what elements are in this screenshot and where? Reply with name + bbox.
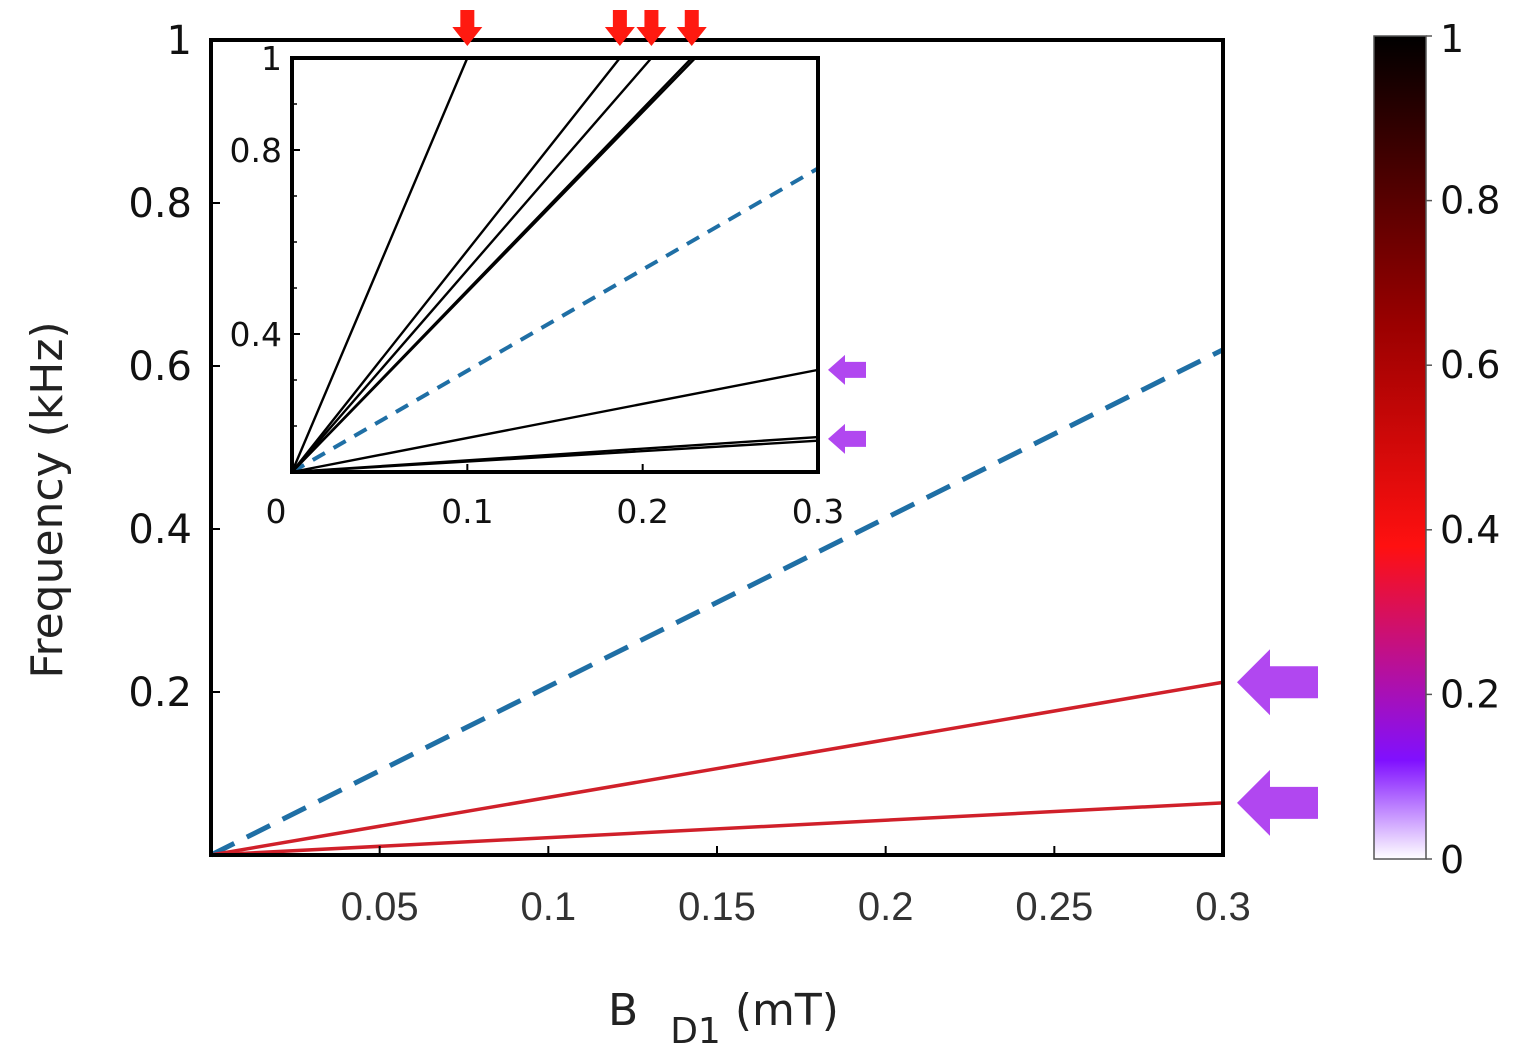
main-x-tick-label: 0.2 bbox=[858, 885, 914, 929]
inset-x-tick-label: 0.3 bbox=[792, 492, 844, 531]
main-y-axis: 0.2 0.4 0.6 0.8 1 bbox=[128, 18, 220, 716]
inset-x-tick-label: 0 bbox=[266, 492, 287, 531]
inset-arrows bbox=[452, 10, 866, 454]
colorbar-ticks: 0 0.2 0.4 0.6 0.8 1 bbox=[1426, 17, 1500, 882]
colorbar-tick-label: 0 bbox=[1440, 838, 1464, 882]
main-series-mode-a bbox=[210, 680, 1224, 857]
y-axis-title: Frequency (kHz) bbox=[22, 321, 73, 678]
inset-x-axis: 0 0.1 0.2 0.3 bbox=[266, 464, 844, 531]
inset-series-reference bbox=[291, 166, 819, 474]
main-y-tick-label: 0.8 bbox=[128, 181, 192, 227]
main-plot: 0.2 0.4 0.6 0.8 1 0.05 0.1 0.15 0.2 0.25 0.3 bbox=[128, 18, 1318, 929]
inset-series-line-6 bbox=[291, 368, 819, 474]
inset-plot-frame bbox=[290, 56, 820, 474]
main-arrow-left bbox=[1237, 649, 1318, 716]
main-x-tick-label: 0.25 bbox=[1015, 885, 1093, 929]
main-series-reference bbox=[209, 347, 1225, 858]
colorbar-tick-label: 1 bbox=[1440, 17, 1464, 61]
main-y-tick-label: 0.6 bbox=[128, 344, 192, 390]
inset-x-tick-label: 0.2 bbox=[616, 492, 668, 531]
colorbar-tick-label: 0.6 bbox=[1440, 343, 1500, 387]
inset-arrow-down bbox=[452, 10, 483, 46]
inset-background bbox=[292, 58, 818, 472]
inset-y-tick-label: 0.4 bbox=[230, 315, 282, 354]
main-y-tick-label: 0.2 bbox=[128, 670, 192, 716]
main-x-axis: 0.05 0.1 0.15 0.2 0.25 0.3 bbox=[341, 846, 1251, 929]
inset-series-line-5 bbox=[291, 57, 697, 473]
inset-x-tick-label: 0.1 bbox=[441, 492, 493, 531]
colorbar-tick-label: 0.2 bbox=[1440, 672, 1500, 716]
inset-arrow-down bbox=[636, 10, 667, 46]
main-y-tick-label: 1 bbox=[167, 18, 192, 64]
colorbar-tick-label: 0.4 bbox=[1440, 508, 1500, 552]
x-axis-title-sub: D1 bbox=[670, 1011, 721, 1052]
main-x-tick-label: 0.3 bbox=[1195, 885, 1251, 929]
main-x-tick-label: 0.1 bbox=[521, 885, 577, 929]
inset-arrow-down bbox=[604, 10, 635, 46]
colorbar-gradient bbox=[1373, 35, 1427, 860]
inset-series bbox=[290, 57, 819, 474]
inset-series-line-3 bbox=[291, 57, 653, 473]
main-arrow-left bbox=[1237, 769, 1318, 836]
inset-plot: 0.4 0.8 1 0 0.1 0.2 0.3 bbox=[230, 10, 866, 531]
main-x-tick-label: 0.05 bbox=[341, 885, 419, 929]
inset-y-tick-label: 0.8 bbox=[230, 131, 282, 170]
main-arrows bbox=[1237, 649, 1318, 836]
colorbar: 0 0.2 0.4 0.6 0.8 1 bbox=[1373, 17, 1500, 882]
inset-series-line-8 bbox=[291, 439, 819, 474]
inset-arrow-left bbox=[828, 423, 866, 454]
x-axis-title: B D1 (mT) bbox=[608, 985, 839, 1054]
x-axis-title-main: B bbox=[608, 985, 638, 1036]
inset-y-tick-label: 1 bbox=[261, 39, 282, 78]
colorbar-tick-label: 0.8 bbox=[1440, 179, 1500, 223]
inset-y-axis: 0.4 0.8 1 bbox=[230, 39, 300, 473]
inset-arrow-left bbox=[828, 354, 866, 385]
main-y-tick-label: 0.4 bbox=[128, 507, 192, 553]
inset-series-line-2 bbox=[291, 57, 621, 473]
inset-arrow-down bbox=[676, 10, 707, 46]
main-x-tick-label: 0.15 bbox=[678, 885, 756, 929]
inset-series-line-1 bbox=[290, 57, 469, 473]
x-axis-title-unit: (mT) bbox=[735, 985, 839, 1036]
